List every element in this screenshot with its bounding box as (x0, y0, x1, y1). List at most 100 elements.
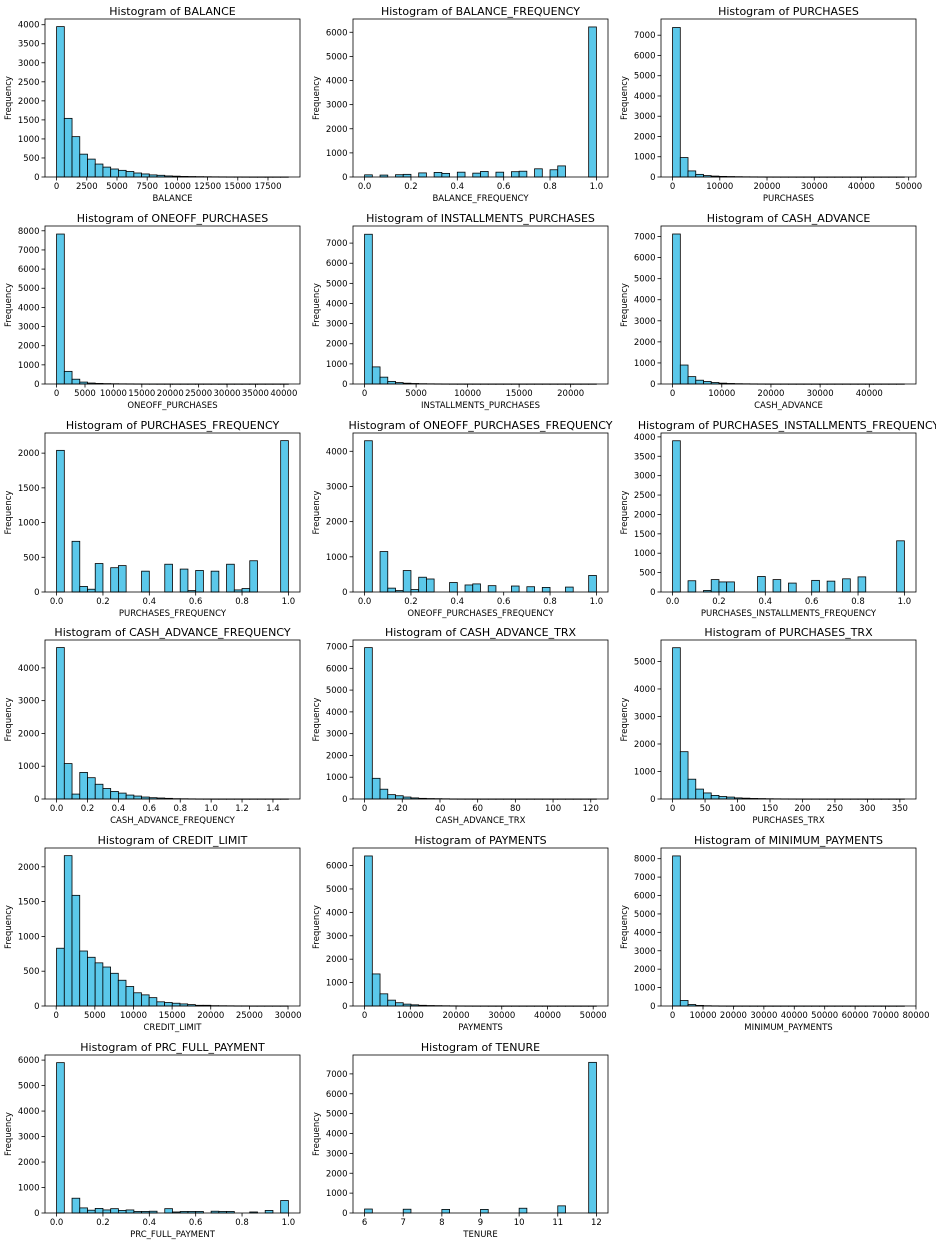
histogram-bar (442, 173, 450, 177)
histogram-bar (281, 441, 289, 592)
x-tick-label: 9 (478, 1218, 483, 1228)
chart-title: Histogram of PRC_FULL_PAYMENT (80, 1041, 265, 1054)
histogram-bar (111, 169, 119, 177)
x-tick-label: 300 (859, 804, 875, 814)
y-tick-label: 5000 (634, 910, 656, 920)
x-axis-label: PURCHASES_INSTALLMENTS_FREQUENCY (701, 609, 877, 619)
histogram-bar (688, 377, 696, 384)
y-axis-label: Frequency (312, 76, 322, 120)
chart-title: Histogram of PAYMENTS (414, 834, 546, 847)
x-tick-label: 0.4 (143, 597, 157, 607)
y-tick-label: 2000 (634, 510, 656, 520)
y-tick-label: 4000 (18, 21, 40, 31)
y-tick-label: 8000 (18, 227, 40, 237)
histogram-bar (141, 995, 149, 1006)
x-tick-label: 50000 (895, 182, 922, 192)
histogram-bar (688, 581, 696, 592)
histogram-bar (142, 571, 150, 592)
x-tick-label: 8 (439, 1218, 444, 1228)
histogram-bar (897, 541, 905, 592)
y-tick-label: 5000 (326, 686, 348, 696)
histogram-bar (558, 166, 566, 177)
y-tick-label: 1000 (326, 979, 348, 989)
histogram-bar (281, 1201, 289, 1213)
histogram-bar (812, 580, 820, 592)
chart-title: Histogram of BALANCE_FREQUENCY (381, 5, 580, 18)
chart-title: Histogram of PURCHASES (718, 5, 859, 18)
x-tick-label: 15000 (159, 1011, 186, 1021)
x-tick-label: 100 (545, 804, 561, 814)
histogram-bar (80, 586, 88, 592)
y-tick-label: 1000 (326, 773, 348, 783)
histogram-bar (365, 234, 373, 384)
x-tick-label: 15000 (506, 389, 533, 399)
chart-title: Histogram of CASH_ADVANCE_FREQUENCY (54, 626, 290, 639)
x-tick-label: 10000 (454, 389, 481, 399)
histogram-bar (773, 580, 781, 592)
histogram-bar (696, 380, 704, 384)
x-tick-label: 40 (435, 804, 446, 814)
y-tick-label: 2000 (326, 518, 348, 528)
x-axis-label: PURCHASES_TRX (752, 816, 824, 826)
y-tick-label: 7000 (326, 239, 348, 249)
x-tick-label: 0.8 (851, 597, 865, 607)
histogram-bar (365, 856, 373, 1006)
plot-frame (661, 226, 916, 384)
x-tick-label: 50 (700, 804, 711, 814)
y-tick-label: 2000 (18, 1158, 40, 1168)
x-tick-label: 10000 (397, 1011, 424, 1021)
y-axis-label: Frequency (620, 76, 630, 120)
x-tick-label: 30000 (750, 1011, 777, 1021)
x-tick-label: 15000 (224, 182, 251, 192)
y-tick-label: 7000 (18, 246, 40, 256)
plot-frame (353, 1055, 608, 1213)
y-tick-label: 5000 (18, 284, 40, 294)
histogram-bar (57, 948, 65, 1006)
histogram-bar (80, 1208, 88, 1213)
histogram-bar (673, 28, 681, 177)
y-tick-label: 2500 (18, 78, 40, 88)
histogram-bar (496, 172, 504, 177)
histogram-bar (758, 576, 766, 592)
y-tick-label: 7000 (634, 31, 656, 41)
y-tick-label: 3000 (634, 712, 656, 722)
histogram-bar (589, 1062, 597, 1213)
y-tick-label: 5000 (326, 1110, 348, 1120)
x-tick-label: 40000 (781, 1011, 808, 1021)
histogram-bar (118, 170, 126, 177)
x-tick-label: 6 (362, 1218, 367, 1228)
y-tick-label: 3000 (326, 932, 348, 942)
y-tick-label: 4000 (326, 708, 348, 718)
histogram-bar (372, 367, 380, 384)
histogram-bar (365, 441, 373, 592)
histogram-bar (827, 581, 835, 592)
histogram-bar (465, 585, 473, 592)
histogram-bar (126, 1210, 134, 1213)
x-tick-label: 0.0 (358, 597, 372, 607)
histogram-bar (680, 752, 688, 799)
plot-frame (353, 433, 608, 592)
histogram-bar (680, 365, 688, 384)
histogram-bar (111, 568, 119, 592)
x-tick-label: 12500 (194, 182, 221, 192)
histogram-bar (727, 582, 735, 592)
y-tick-label: 3000 (18, 59, 40, 69)
y-tick-label: 2000 (634, 965, 656, 975)
y-tick-label: 2000 (326, 955, 348, 965)
x-tick-label: 0.2 (404, 182, 418, 192)
histogram-bar (64, 764, 72, 799)
x-tick-label: 0.6 (143, 804, 157, 814)
y-axis-label: Frequency (4, 76, 14, 120)
histogram-bar (57, 1063, 65, 1213)
histogram-bar (442, 1209, 450, 1213)
y-tick-label: 2000 (326, 125, 348, 135)
x-tick-label: 40000 (270, 389, 297, 399)
x-axis-label: CASH_ADVANCE_FREQUENCY (110, 816, 236, 826)
y-tick-label: 3000 (326, 320, 348, 330)
y-tick-label: 6000 (326, 28, 348, 38)
x-tick-label: 10000 (164, 182, 191, 192)
x-axis-label: CASH_ADVANCE (754, 401, 823, 411)
x-tick-label: 25000 (236, 1011, 263, 1021)
x-axis-label: PRC_FULL_PAYMENT (130, 1230, 216, 1240)
